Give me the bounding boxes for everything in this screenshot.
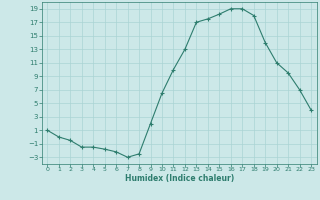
X-axis label: Humidex (Indice chaleur): Humidex (Indice chaleur) <box>124 174 234 183</box>
